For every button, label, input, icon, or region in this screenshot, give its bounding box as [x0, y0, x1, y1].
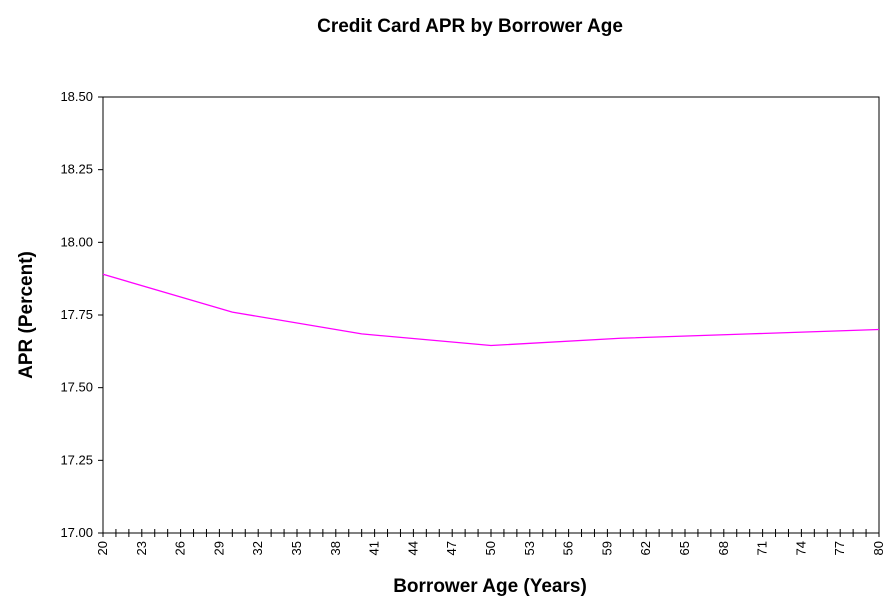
- x-tick-label: 47: [444, 541, 459, 555]
- y-tick-label: 18.00: [60, 234, 93, 249]
- x-tick-label: 23: [134, 541, 149, 555]
- x-tick-label: 53: [522, 541, 537, 555]
- x-axis: 20 23 26 29 32 35 38 41 44 47 50 53 56 59 62 65 68 71 74 77…: [95, 529, 884, 555]
- y-axis: 17.00 17.25 17.50 17.75 18.00 18.25 18.50: [60, 89, 103, 540]
- x-tick-label: 59: [599, 541, 614, 555]
- x-tick-label: 35: [289, 541, 304, 555]
- chart-title: Credit Card APR by Borrower Age: [317, 16, 623, 37]
- x-tick-label: 50: [483, 541, 498, 555]
- y-tick-label: 18.25: [60, 162, 93, 177]
- x-tick-label: 41: [367, 541, 382, 555]
- x-axis-label: Borrower Age (Years): [393, 576, 587, 597]
- y-tick-label: 17.25: [60, 452, 93, 467]
- y-tick-label: 17.75: [60, 307, 93, 322]
- plot-area: [102, 96, 880, 534]
- x-tick-label: 38: [328, 541, 343, 555]
- y-tick-label: 17.00: [60, 525, 93, 540]
- y-axis-label: APR (Percent): [16, 251, 37, 379]
- x-tick-label: 80: [871, 541, 884, 555]
- x-tick-label: 65: [677, 541, 692, 555]
- x-tick-label: 74: [793, 541, 808, 555]
- y-tick-label: 18.50: [60, 89, 93, 104]
- x-tick-label: 56: [561, 541, 576, 555]
- series-line: [102, 273, 880, 347]
- x-tick-label: 44: [405, 541, 420, 555]
- series-layer: [102, 273, 880, 347]
- x-tick-label: 20: [95, 541, 110, 555]
- x-tick-label: 68: [716, 541, 731, 555]
- x-tick-label: 71: [755, 541, 770, 555]
- x-tick-label: 26: [173, 541, 188, 555]
- x-tick-label: 32: [250, 541, 265, 555]
- y-tick-label: 17.50: [60, 380, 93, 395]
- x-tick-label: 29: [211, 541, 226, 555]
- x-tick-label: 62: [638, 541, 653, 555]
- x-tick-label: 77: [832, 541, 847, 555]
